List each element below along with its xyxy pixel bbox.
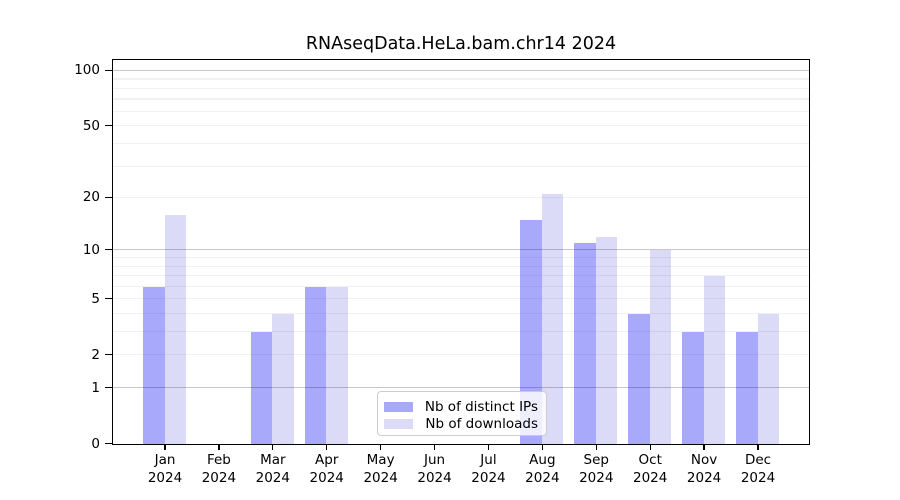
bar-downloads — [649, 250, 672, 444]
x-axis-label: Jan 2024 — [147, 452, 183, 486]
gridline-minor — [113, 165, 809, 167]
gridline-minor — [113, 331, 809, 333]
x-axis-tick — [379, 445, 382, 450]
x-axis-tick — [164, 445, 166, 450]
gridline-minor — [113, 142, 809, 144]
x-axis-label: Dec 2024 — [740, 452, 776, 486]
bar-downloads — [595, 236, 618, 444]
gridline-minor — [113, 275, 809, 277]
x-axis-tick — [703, 445, 705, 450]
gridline-minor — [113, 197, 809, 199]
legend: Nb of distinct IPs Nb of downloads — [377, 391, 547, 436]
x-axis-label: Apr 2024 — [309, 452, 344, 486]
x-axis-label: Nov 2024 — [686, 452, 722, 486]
x-axis-tick — [757, 445, 759, 450]
y-axis-tick — [105, 298, 112, 300]
x-axis-tick — [487, 445, 490, 450]
y-axis-label: 2 — [91, 346, 100, 363]
bar-downloads — [541, 194, 564, 444]
x-axis-label: May 2024 — [363, 452, 398, 486]
gridline-minor — [113, 110, 809, 112]
gridline-minor — [113, 265, 809, 267]
bar-distinct-ips — [736, 331, 758, 444]
x-axis-tick — [433, 445, 436, 450]
bar-distinct-ips — [574, 243, 596, 444]
bar-distinct-ips — [250, 331, 273, 444]
grid-layer — [113, 60, 809, 444]
y-axis-label: 5 — [91, 290, 100, 307]
x-axis-tick — [218, 445, 220, 450]
gridline-minor — [113, 125, 809, 127]
legend-item-distinct-ips: Nb of distinct IPs — [384, 399, 538, 415]
x-axis-tick — [541, 445, 544, 450]
y-axis-label: 50 — [82, 117, 100, 134]
gridline-minor — [113, 78, 809, 80]
gridline-minor — [113, 285, 809, 287]
bar-downloads — [164, 214, 187, 444]
x-axis-label: Mar 2024 — [255, 452, 290, 486]
bar-distinct-ips — [628, 313, 650, 444]
legend-label-downloads: Nb of downloads — [425, 416, 538, 432]
bar-distinct-ips — [143, 286, 165, 444]
gridline-minor — [113, 87, 809, 89]
gridline-major — [113, 249, 809, 251]
gridline-minor — [113, 354, 809, 356]
gridline-minor — [113, 257, 809, 259]
y-axis-label: 1 — [91, 379, 100, 396]
chart-title: RNAseqData.HeLa.bam.chr14 2024 — [305, 34, 617, 54]
x-axis-label: Jul 2024 — [471, 452, 506, 486]
gridline-major — [113, 69, 809, 72]
legend-swatch-distinct-ips — [384, 402, 413, 412]
y-axis-label: 0 — [91, 435, 100, 452]
x-axis-tick — [326, 445, 328, 450]
x-axis-label: Feb 2024 — [201, 452, 237, 486]
gridline-major — [113, 387, 809, 389]
bar-downloads — [326, 286, 348, 444]
legend-swatch-downloads — [384, 419, 413, 429]
y-axis-tick — [105, 442, 112, 445]
legend-item-downloads: Nb of downloads — [384, 416, 538, 432]
x-axis-label: Aug 2024 — [525, 452, 560, 486]
bar-distinct-ips — [304, 286, 327, 444]
y-axis-tick — [105, 249, 112, 251]
x-axis-label: Oct 2024 — [633, 452, 668, 486]
x-axis-label: Jun 2024 — [417, 452, 452, 486]
gridline-minor — [113, 313, 809, 315]
x-axis-tick — [595, 445, 597, 450]
bar-downloads — [703, 275, 726, 444]
y-axis-label: 100 — [74, 62, 100, 79]
x-axis-tick — [649, 445, 651, 450]
bar-distinct-ips — [520, 219, 542, 444]
x-axis-label: Sep 2024 — [579, 452, 614, 486]
gridline-minor — [113, 298, 809, 300]
y-axis-label: 20 — [82, 189, 100, 206]
x-axis-tick — [272, 445, 274, 450]
y-axis-tick — [105, 69, 112, 72]
bar-downloads — [757, 313, 780, 444]
legend-label-distinct-ips: Nb of distinct IPs — [424, 399, 538, 415]
y-axis-tick — [105, 386, 112, 389]
y-axis-tick — [105, 125, 112, 127]
bar-downloads — [272, 313, 294, 444]
plot-area — [112, 59, 810, 445]
bars-layer — [113, 60, 809, 444]
y-axis-label: 10 — [82, 241, 100, 258]
y-axis-tick — [105, 354, 112, 356]
bar-distinct-ips — [682, 331, 704, 444]
gridline-minor — [113, 98, 809, 100]
y-axis-tick — [105, 196, 112, 199]
